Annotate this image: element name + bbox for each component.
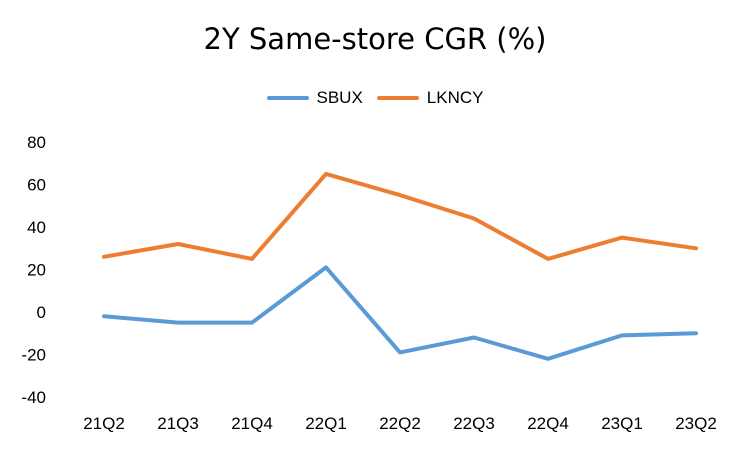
data-point-lkncy xyxy=(324,172,328,176)
legend-label-sbux: SBUX xyxy=(316,88,363,107)
data-point-sbux xyxy=(250,321,254,325)
data-point-sbux xyxy=(620,333,624,337)
x-tick-label: 22Q2 xyxy=(379,414,421,433)
legend-swatch-lkncy xyxy=(376,96,419,100)
x-tick-label: 22Q4 xyxy=(527,414,569,433)
data-point-lkncy xyxy=(620,236,624,240)
data-point-sbux xyxy=(546,357,550,361)
chart-title: 2Y Same-store CGR (%) xyxy=(203,22,547,56)
data-point-lkncy xyxy=(250,257,254,261)
x-tick-label: 21Q4 xyxy=(231,414,273,433)
y-tick-label: 20 xyxy=(27,261,46,280)
data-point-lkncy xyxy=(472,217,476,221)
x-tick-label: 21Q2 xyxy=(83,414,125,433)
y-tick-label: 80 xyxy=(27,133,46,152)
data-point-lkncy xyxy=(546,257,550,261)
x-tick-label: 23Q1 xyxy=(601,414,643,433)
data-point-sbux xyxy=(102,314,106,318)
series-line-lkncy xyxy=(102,171,698,261)
x-tick-label: 23Q2 xyxy=(675,414,717,433)
y-tick-label: -40 xyxy=(21,388,46,407)
x-tick-label: 22Q1 xyxy=(305,414,347,433)
y-tick-label: 40 xyxy=(27,218,46,237)
data-point-lkncy xyxy=(102,255,106,259)
series-line-sbux xyxy=(102,265,698,361)
x-tick-label: 21Q3 xyxy=(157,414,199,433)
data-point-sbux xyxy=(398,350,402,354)
data-point-sbux xyxy=(324,265,328,269)
y-tick-label: 60 xyxy=(27,176,46,195)
x-tick-label: 22Q3 xyxy=(453,414,495,433)
data-point-sbux xyxy=(472,336,476,340)
data-point-lkncy xyxy=(694,246,698,250)
legend-label-lkncy: LKNCY xyxy=(426,88,484,107)
data-point-lkncy xyxy=(398,193,402,197)
y-tick-label: -20 xyxy=(21,346,46,365)
legend-item-lkncy: LKNCY xyxy=(376,88,484,108)
legend: SBUX LKNCY xyxy=(0,88,750,108)
y-tick-label: 0 xyxy=(37,303,46,322)
data-point-sbux xyxy=(176,321,180,325)
data-point-sbux xyxy=(694,331,698,335)
legend-swatch-sbux xyxy=(266,96,309,100)
data-point-lkncy xyxy=(176,242,180,246)
legend-item-sbux: SBUX xyxy=(266,88,363,108)
